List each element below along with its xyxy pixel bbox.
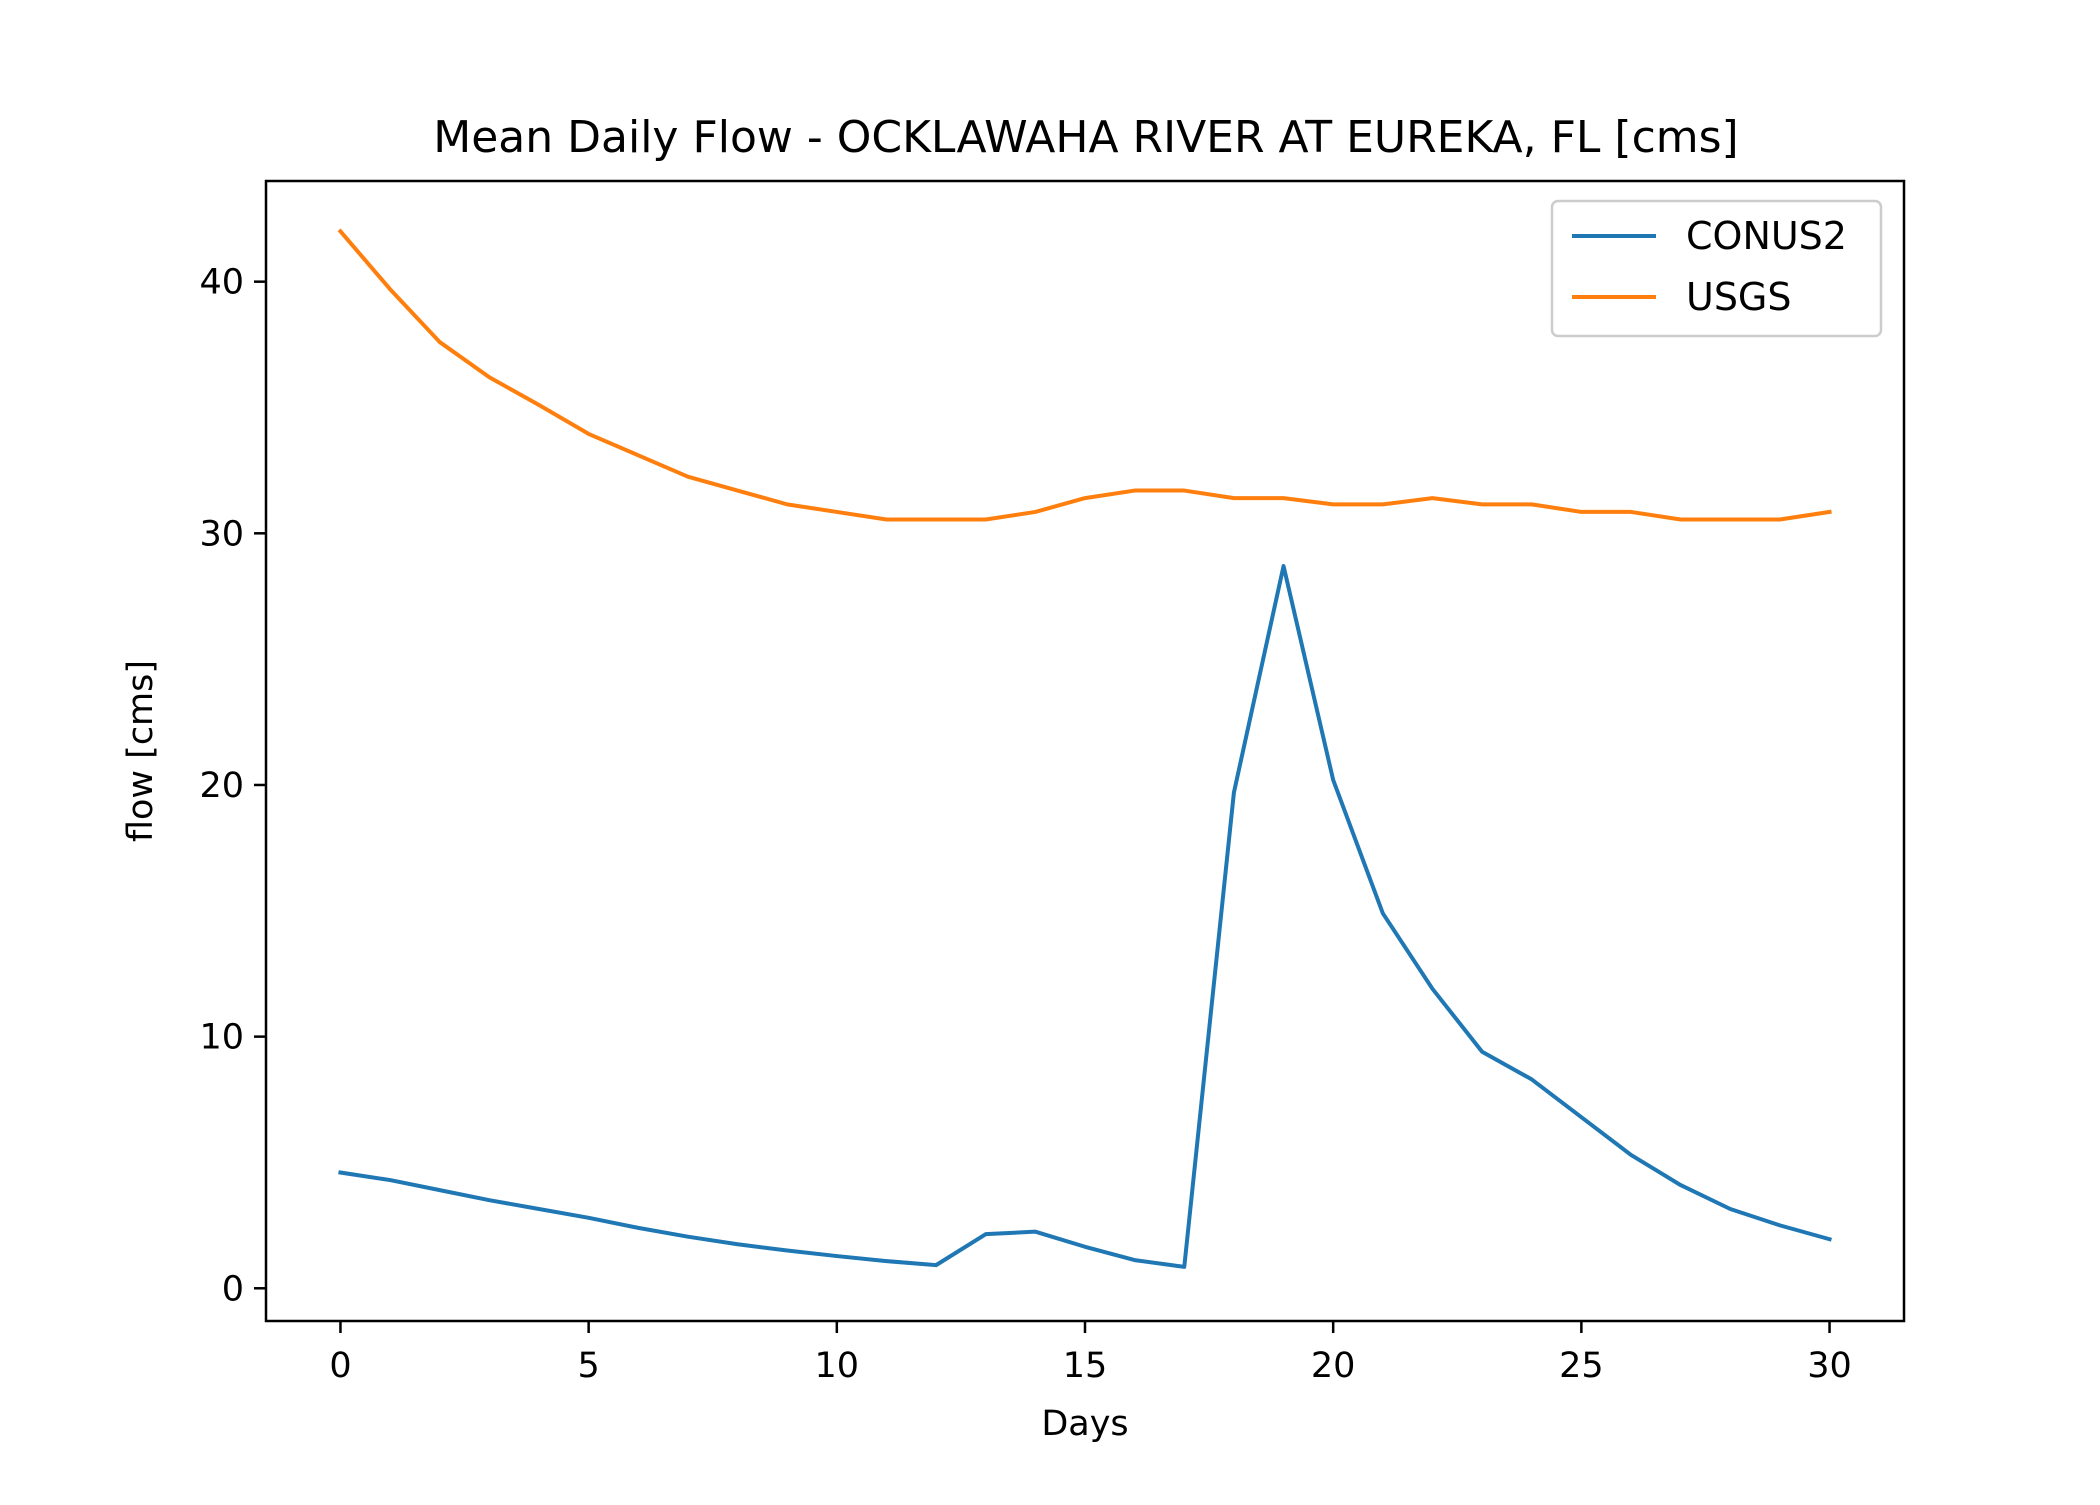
legend-label-conus2: CONUS2	[1686, 214, 1847, 258]
y-axis: 0 10 20 30 40	[199, 263, 266, 1309]
plot-frame	[264, 179, 1906, 1323]
y-tick-label: 40	[199, 263, 244, 303]
legend-label-usgs: USGS	[1686, 275, 1792, 319]
legend: CONUS2 USGS	[1550, 199, 1883, 338]
x-tick-label: 10	[815, 1346, 860, 1386]
chart-title: Mean Daily Flow - OCKLAWAHA RIVER AT EUR…	[433, 112, 1738, 163]
x-tick-label: 20	[1311, 1346, 1356, 1386]
series-layer	[337, 228, 1833, 1269]
x-tick-label: 0	[329, 1346, 351, 1386]
series-line-conus2	[338, 564, 1833, 1269]
x-tick-label: 15	[1063, 1346, 1108, 1386]
x-tick-label: 5	[577, 1346, 599, 1386]
y-tick-label: 20	[199, 766, 244, 806]
y-tick-label: 30	[199, 514, 244, 554]
series-line-usgs	[337, 228, 1832, 522]
x-axis-label: Days	[1041, 1404, 1128, 1444]
y-tick-label: 10	[199, 1018, 244, 1058]
x-tick-label: 25	[1559, 1346, 1604, 1386]
y-tick-label: 0	[222, 1269, 244, 1309]
y-axis-label: flow [cms]	[121, 660, 161, 842]
x-axis: 0 5 10 15 20 25 30	[329, 1321, 1852, 1386]
x-tick-label: 30	[1807, 1346, 1852, 1386]
